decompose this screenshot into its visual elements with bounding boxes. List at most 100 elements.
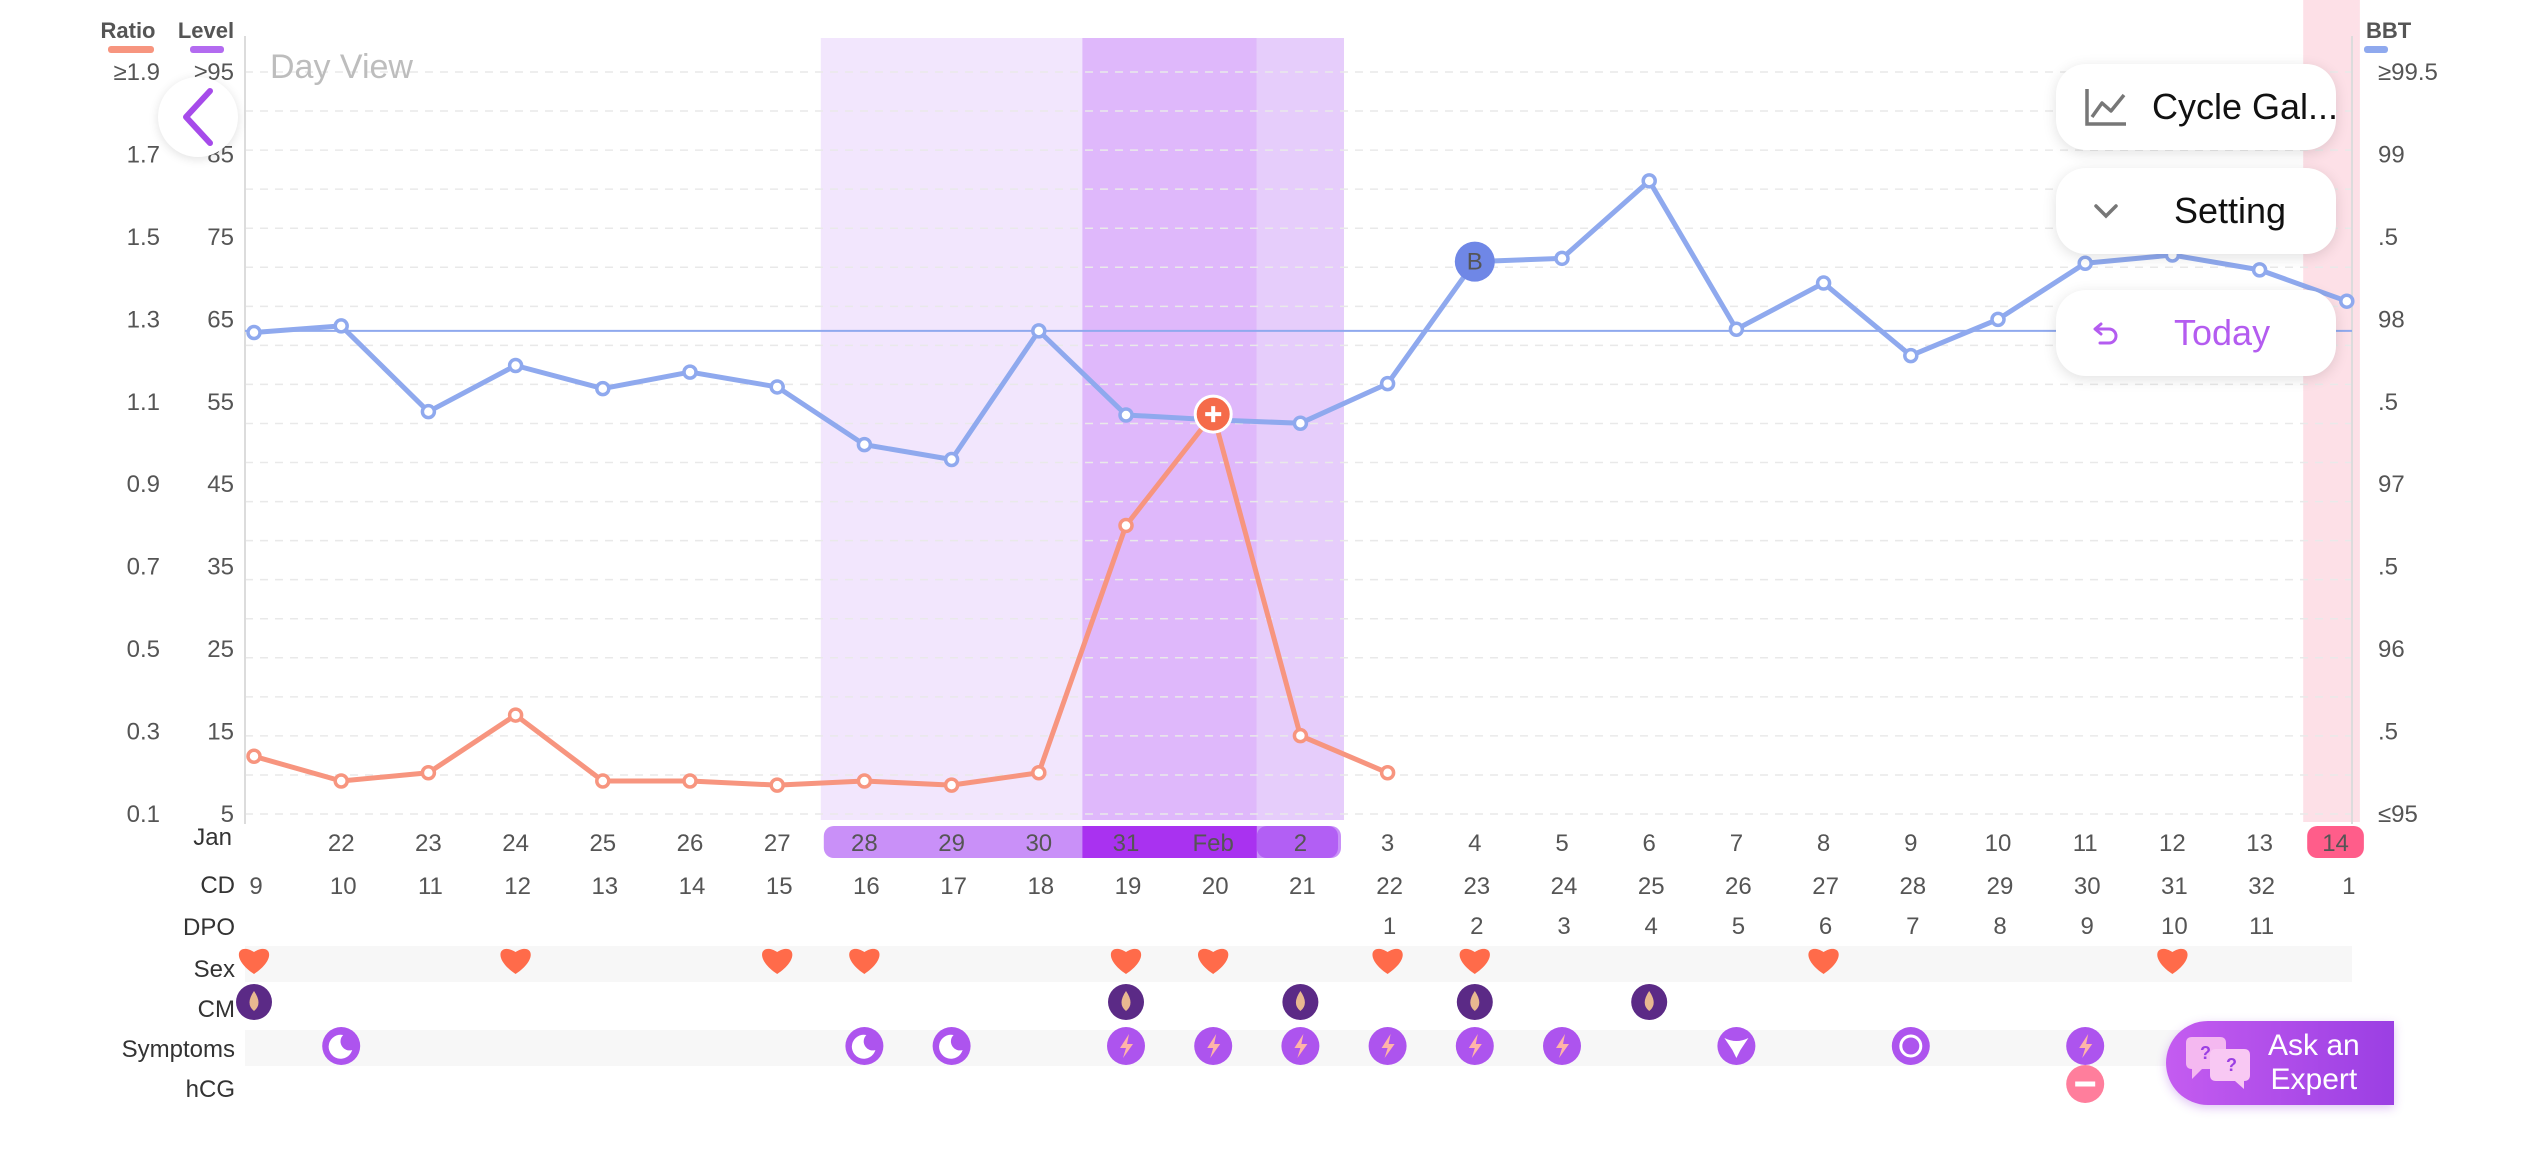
bbt-tick-label: 96 — [2378, 636, 2405, 663]
dpo-row-label: DPO — [182, 914, 235, 941]
date-label: 27 — [764, 830, 791, 857]
heart-icon — [1808, 948, 1839, 974]
dpo-value: 1 — [1383, 913, 1396, 940]
level-tick-label: 5 — [221, 801, 234, 828]
bbt-tick-label: .5 — [2378, 224, 2398, 251]
back-button[interactable] — [158, 77, 238, 157]
symptoms-row-label: Symptoms — [121, 1036, 235, 1063]
bbt-legend-swatch — [2364, 46, 2388, 53]
cd-value: 30 — [2074, 873, 2101, 900]
date-label: 2 — [1294, 830, 1307, 857]
minus-icon — [2075, 1081, 2096, 1087]
cm-row-label: CM — [197, 996, 235, 1023]
period-date-pill — [2307, 826, 2364, 858]
level-tick-label: 35 — [207, 554, 234, 581]
date-label: 4 — [1468, 830, 1481, 857]
bbt-point — [1641, 173, 1657, 189]
dpo-value: 2 — [1470, 913, 1483, 940]
heart-icon — [1459, 948, 1490, 974]
ratio-point — [1118, 517, 1134, 534]
ratio-tick-label: 0.1 — [127, 801, 160, 828]
bbt-point — [1728, 321, 1745, 337]
ratio-point — [246, 748, 262, 765]
ratio-tick-label: 0.3 — [127, 719, 160, 746]
cd-value: 11 — [418, 873, 443, 900]
cd-value: 27 — [1812, 873, 1839, 900]
cd-value: 22 — [1376, 873, 1403, 900]
dpo-value: 10 — [2161, 913, 2188, 940]
date-label: 12 — [2159, 830, 2186, 857]
bolt-symptom-icon — [1207, 1034, 1221, 1058]
bbt-tick-label: ≤95 — [2378, 801, 2418, 828]
cd-value: 18 — [1027, 873, 1054, 900]
bbt-point — [943, 451, 960, 468]
bbt-point — [1379, 375, 1396, 392]
line-chart-icon — [2084, 87, 2128, 127]
bbt-point — [1903, 347, 1919, 364]
ratio-point — [1031, 765, 1047, 781]
cd-row-label: CD — [200, 872, 235, 899]
cd-value: 12 — [504, 873, 531, 900]
ratio-point — [507, 707, 524, 723]
today-button[interactable]: Today — [2056, 290, 2336, 376]
ratio-point — [856, 773, 873, 789]
level-legend-swatch — [190, 46, 224, 53]
bbt-point — [1554, 250, 1570, 267]
bbt-point — [1292, 415, 1309, 431]
date-label: 22 — [328, 830, 355, 857]
cd-value: 10 — [330, 873, 357, 900]
cd-value: 25 — [1638, 873, 1665, 900]
dpo-value: 9 — [2081, 913, 2094, 940]
undo-arrow-icon — [2084, 318, 2128, 348]
symptom-badge-icon — [1891, 1027, 1930, 1065]
ratio-point — [1379, 765, 1396, 781]
cd-value: 23 — [1463, 873, 1490, 900]
level-tick-label: 25 — [207, 636, 234, 663]
date-label: 7 — [1730, 830, 1743, 857]
bbt-point — [682, 364, 698, 380]
ratio-tick-label: 1.5 — [127, 224, 160, 251]
bbt-point — [507, 357, 524, 374]
cycle-gallery-button[interactable]: Cycle Gal... — [2056, 64, 2336, 150]
moon-symptom-icon — [328, 1034, 353, 1059]
drop-icon — [1644, 991, 1654, 1011]
bbt-point — [420, 403, 437, 420]
bolt-symptom-icon — [1381, 1034, 1395, 1058]
ratio-tick-label: 1.1 — [127, 389, 160, 416]
cd-value: 16 — [853, 873, 880, 900]
heart-icon — [762, 948, 793, 974]
drop-icon — [249, 991, 259, 1011]
face-symptom-icon — [1899, 1034, 1923, 1058]
date-label: 6 — [1643, 830, 1656, 857]
dpo-value: 4 — [1645, 913, 1658, 940]
bbt-point — [1118, 407, 1134, 423]
level-axis-header: Level — [178, 18, 234, 43]
ratio-axis-header: Ratio — [101, 18, 156, 43]
ratio-tick-label: 0.7 — [127, 554, 160, 581]
setting-button[interactable]: Setting — [2056, 168, 2336, 254]
ratio-point — [769, 777, 785, 793]
drop-icon — [1295, 991, 1305, 1011]
cd-value: 24 — [1551, 873, 1578, 900]
dpo-value: 11 — [2249, 913, 2274, 940]
bolt-symptom-icon — [2079, 1034, 2093, 1058]
ratio-point — [943, 777, 960, 793]
ask-expert-line1: Ask an — [2268, 1029, 2360, 1062]
cd-value: 20 — [1202, 873, 1229, 900]
ask-expert-button[interactable]: ? ? Ask an Expert — [2166, 1021, 2394, 1105]
cd-value: 29 — [1987, 873, 2014, 900]
heart-icon — [238, 948, 270, 974]
date-label: 24 — [502, 830, 529, 857]
level-tick-label: 45 — [207, 471, 234, 498]
ratio-tick-label: 0.9 — [127, 471, 160, 498]
cd-value: 28 — [1899, 873, 1926, 900]
moon-symptom-icon — [939, 1034, 963, 1059]
date-label: 14 — [2322, 830, 2349, 857]
bbt-point — [246, 324, 262, 341]
ratio-point — [420, 765, 437, 781]
grid-lines — [244, 36, 2353, 824]
cycle-gallery-label: Cycle Gal... — [2152, 86, 2336, 127]
bbt-tick-label: .5 — [2378, 719, 2398, 746]
ask-expert-line2: Expert — [2270, 1063, 2358, 1096]
